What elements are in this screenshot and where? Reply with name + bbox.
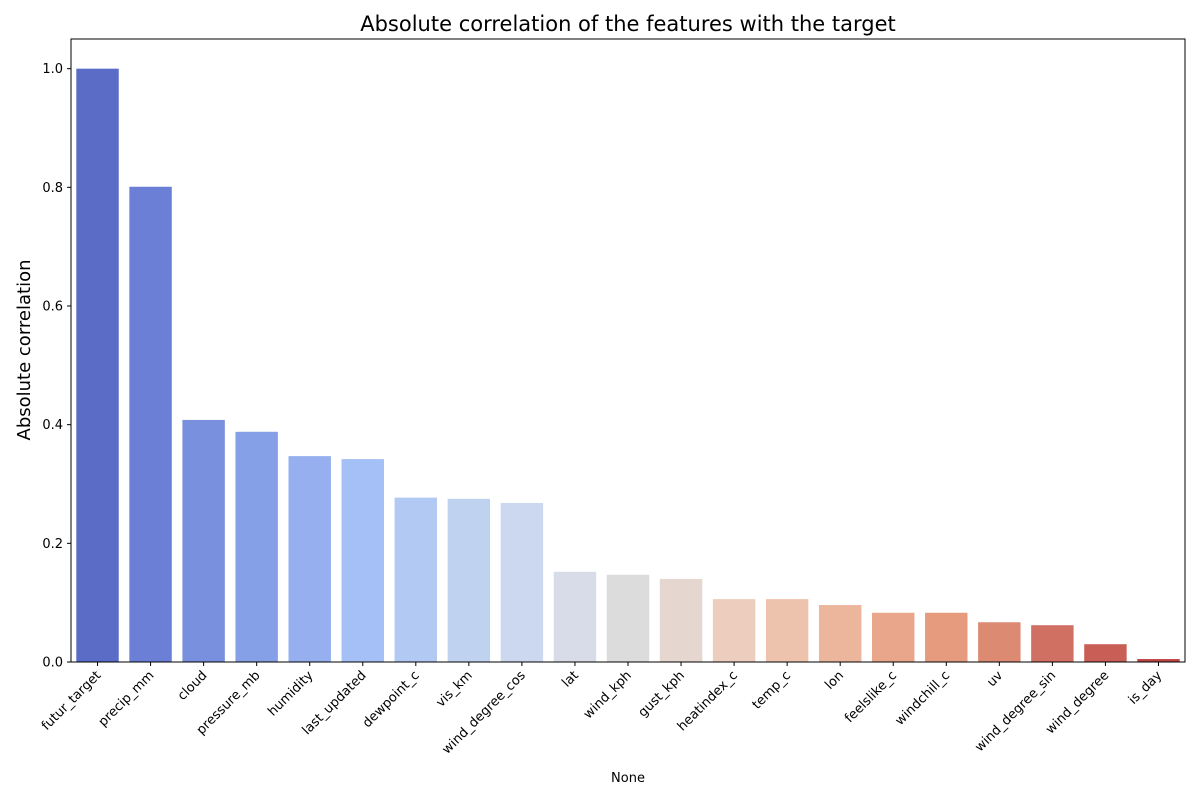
bar-feelslike-c [872,612,915,662]
y-tick-label: 0.6 [42,300,63,315]
chart-title: Absolute correlation of the features wit… [360,12,896,36]
x-tick-label: windchill_c [893,668,954,729]
y-axis-title: Absolute correlation [14,260,35,441]
y-axis: 0.0 0.2 0.4 0.6 0.8 1.0 [42,62,71,671]
y-tick-label: 0.8 [42,181,63,196]
bar-temp-c [765,599,809,662]
y-tick-label: 0.4 [42,418,63,433]
x-tick-label: humidity [265,668,316,719]
x-tick-label: cloud [175,668,211,704]
bar-precip-mm [129,186,172,663]
bar-lon [818,605,862,662]
x-tick-label: gust_kph [636,668,688,720]
bar-windchill-c [925,612,968,662]
bar-uv [978,622,1021,662]
x-tick-label: precip_mm [96,668,158,730]
bar-vis-km [447,498,491,662]
bar-wind-degree-sin [1031,625,1074,662]
x-tick-label: lat [559,668,581,690]
x-tick-label: temp_c [750,668,794,712]
x-tick-label: is_day [1126,668,1166,708]
bar-heatindex-c [712,599,756,662]
bar-last-updated [341,459,384,662]
bar-dewpoint-c [394,497,438,662]
x-tick-label: wind_kph [581,668,635,722]
bar-gust-kph [659,578,703,662]
bar-humidity [288,456,331,662]
bar-wind-kph [606,574,650,662]
plot-frame [70,38,1186,663]
bars-group [76,68,1180,663]
x-tick-label: vis_km [433,668,475,710]
x-tick-label: lon [822,668,847,693]
bar-cloud [182,419,225,662]
x-tick-label: dewpoint_c [360,668,423,731]
x-tick-label: futur_target [39,668,104,733]
bar-wind-degree [1084,644,1127,662]
bar-is-day [1137,659,1180,662]
bar-pressure-mb [235,431,278,662]
bar-lat [553,571,597,662]
bar-wind-degree-cos [500,502,544,662]
y-tick-label: 0.0 [42,656,63,671]
y-tick-label: 0.2 [42,537,63,552]
x-tick-label: feelslike_c [842,668,900,726]
y-tick-label: 1.0 [42,62,63,77]
bar-futur-target [76,68,119,663]
x-axis-title: None [611,771,645,786]
x-tick-label: uv [984,668,1006,690]
